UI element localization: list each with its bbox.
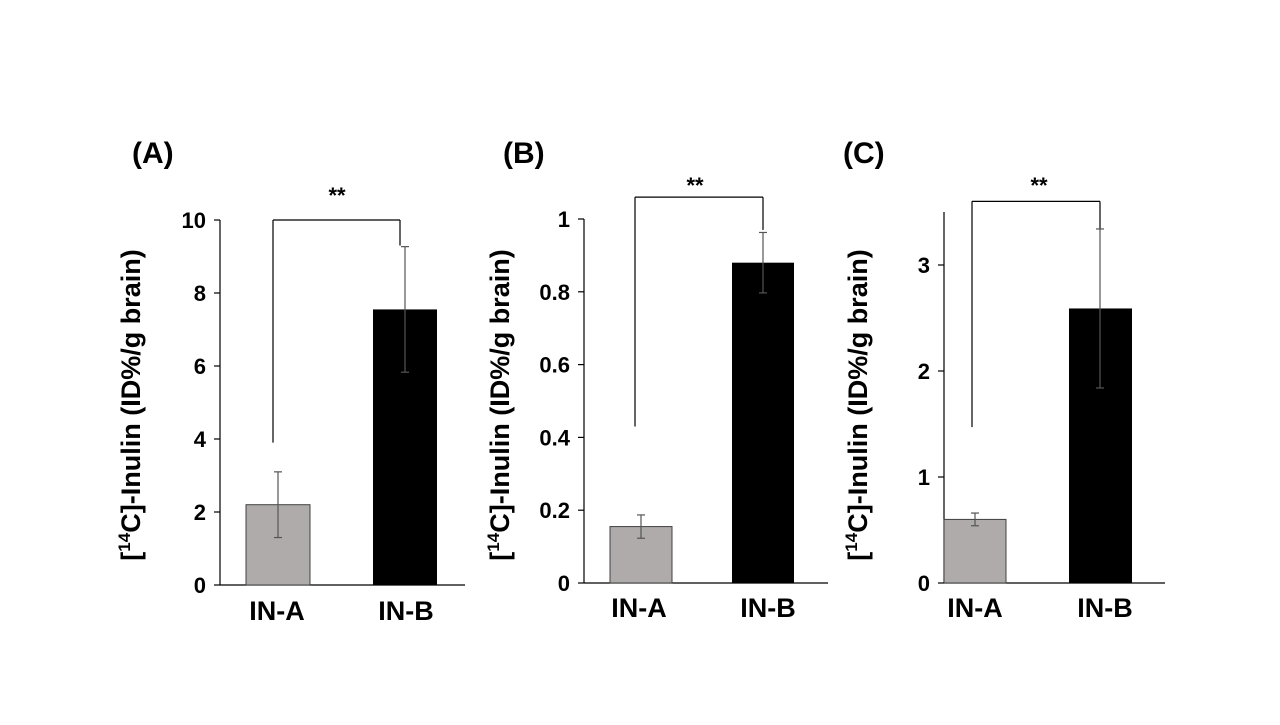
y-ticks: 0 2 4 6 8 10 xyxy=(182,208,220,598)
x-tick-label-in-b: IN-B xyxy=(1077,593,1133,623)
x-tick-label-in-a: IN-A xyxy=(611,593,667,623)
error-bar-in-a xyxy=(637,514,645,539)
y-tick-label: 8 xyxy=(194,281,206,306)
y-tick-label: 0 xyxy=(918,571,930,596)
significance-marker: ** xyxy=(328,183,346,208)
y-tick-label: 1 xyxy=(918,465,930,490)
y-ticks: 0 0.2 0.4 0.6 0.8 1 xyxy=(539,207,584,596)
error-bar-in-b xyxy=(1096,228,1104,389)
bar-in-b xyxy=(732,262,794,583)
x-tick-label-in-a: IN-A xyxy=(947,593,1003,623)
y-ticks: 0 1 2 3 xyxy=(918,253,944,596)
y-tick-label: 4 xyxy=(194,427,207,452)
y-axis-label: [14C]-Inulin (ID%/g brain) xyxy=(484,249,515,560)
error-bar-in-b xyxy=(401,246,409,373)
chart-panel-b: (B) [14C]-Inulin (ID%/g brain) ** 0 0.2 0.… xyxy=(484,137,828,623)
significance-marker: ** xyxy=(1030,173,1048,198)
y-tick-label: 0 xyxy=(194,573,206,598)
y-tick-label: 2 xyxy=(918,359,930,384)
y-tick-label: 1 xyxy=(558,207,570,232)
y-tick-label: 0 xyxy=(558,571,570,596)
error-bar-in-b xyxy=(759,231,767,294)
x-tick-label-in-b: IN-B xyxy=(740,593,796,623)
error-bar-in-a xyxy=(971,512,979,527)
panel-label: (B) xyxy=(503,137,545,170)
y-tick-label: 0.6 xyxy=(539,353,570,378)
y-tick-label: 0.4 xyxy=(539,425,570,450)
bar-in-a xyxy=(943,518,1007,584)
error-bar-in-a xyxy=(274,471,282,539)
y-axis-label: [14C]-Inulin (ID%/g brain) xyxy=(842,249,873,560)
significance-marker: ** xyxy=(686,173,704,198)
y-tick-label: 0.2 xyxy=(539,498,570,523)
chart-panel-a: (A) [14C]-Inulin (ID%/g brain) ** 0 2 4 6 8 1… xyxy=(115,137,465,626)
chart-panel-c: (C) [14C]-Inulin (ID%/g brain) ** 0 1 2 3 I… xyxy=(842,137,1165,623)
y-axis-label: [14C]-Inulin (ID%/g brain) xyxy=(115,249,146,560)
y-tick-label: 6 xyxy=(194,354,206,379)
y-tick-label: 3 xyxy=(918,253,930,278)
panel-label: (C) xyxy=(843,137,885,170)
y-tick-label: 0.8 xyxy=(539,280,570,305)
y-tick-label: 2 xyxy=(194,500,206,525)
x-tick-label-in-a: IN-A xyxy=(249,596,305,626)
x-tick-label-in-b: IN-B xyxy=(378,596,434,626)
panel-label: (A) xyxy=(132,137,174,170)
y-tick-label: 10 xyxy=(182,208,206,233)
